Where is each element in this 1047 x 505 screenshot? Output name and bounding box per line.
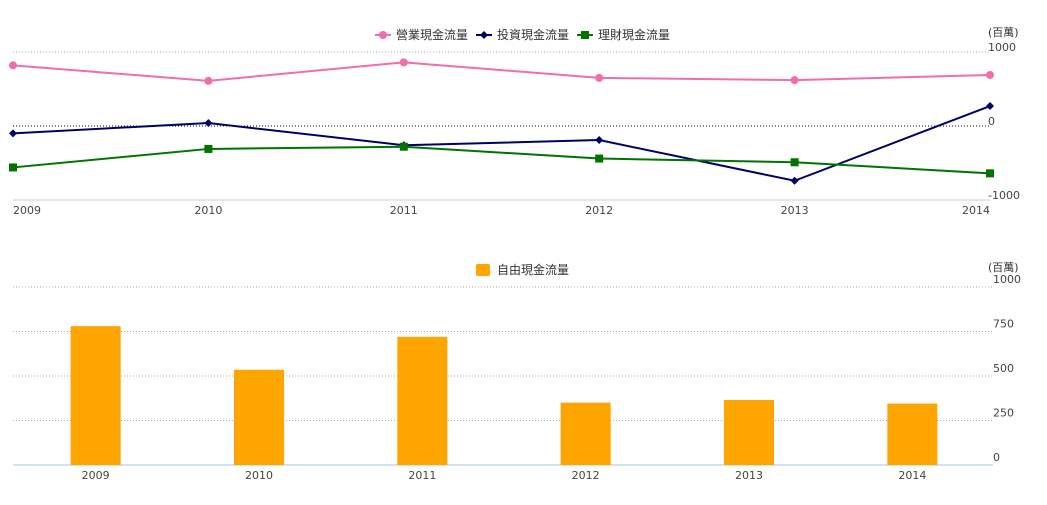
y-tick-label: 250 [993,407,1014,420]
data-point[interactable] [9,163,17,172]
x-tick-label: 2012 [585,204,613,217]
legend-item[interactable]: 營業現金流量 [375,27,468,42]
x-tick-label: 2012 [572,469,600,482]
bar-chart-grid [13,286,993,466]
y-tick-label: 0 [988,115,995,128]
y-tick-label: 0 [993,451,1000,464]
x-tick-label: 2009 [13,204,41,217]
bar-chart-y-ticks: 1000 750 500 250 0 [993,273,1021,464]
x-tick-label: 2009 [82,469,110,482]
data-point[interactable] [790,158,799,167]
data-point[interactable] [9,129,17,138]
legend-marker [581,31,589,39]
bar[interactable] [724,400,774,465]
bar[interactable] [70,326,121,465]
series-line [12,61,991,82]
data-point[interactable] [204,144,213,153]
line-chart-y-unit: (百萬) [988,26,1019,39]
x-tick-label: 2014 [898,469,926,482]
legend-label: 投資現金流量 [497,27,569,42]
legend-item[interactable]: 理財現金流量 [577,27,670,42]
data-point[interactable] [790,76,799,85]
x-tick-label: 2011 [390,204,418,217]
data-point[interactable] [790,176,799,185]
bar-chart-x-ticks: 2009 2010 2011 2012 2013 2014 [82,469,927,482]
bar-chart: 2009 2010 2011 2012 2013 2014 10007505002500 … [13,261,1021,482]
bar-chart-y-unit: (百萬) [988,261,1019,274]
line-chart: 2009 2010 2011 2012 2013 2014 1000 0 -1000 (百萬)… [9,26,1020,217]
line-chart-legend[interactable]: 營業現金流量 投資現金流量 理財現金流量 [375,27,670,42]
y-tick-label: 500 [993,362,1014,375]
line-chart-x-ticks: 2009 2010 2011 2012 2013 2014 [13,204,990,217]
legend-label: 理財現金流量 [598,27,670,42]
bar-chart-bars [70,326,938,465]
legend-item[interactable]: 投資現金流量 [476,27,569,42]
legend-label: 營業現金流量 [396,27,468,42]
line-chart-series [9,58,994,185]
y-tick-label: 1000 [993,273,1021,286]
y-tick-label: 750 [993,318,1014,331]
bar[interactable] [397,336,448,465]
data-point[interactable] [399,58,408,67]
x-tick-label: 2010 [245,469,273,482]
legend-marker [480,31,488,39]
series-line [12,105,991,182]
x-tick-label: 2013 [735,469,763,482]
legend-item[interactable]: 自由現金流量 [476,262,569,277]
x-tick-label: 2011 [408,469,436,482]
line-chart-grid [13,51,990,201]
data-point[interactable] [204,76,213,85]
x-tick-label: 2014 [962,204,990,217]
legend-label: 自由現金流量 [497,262,569,277]
y-tick-label: 1000 [988,41,1016,54]
legend-marker [379,31,387,39]
bar[interactable] [887,403,938,465]
data-point[interactable] [595,154,604,163]
data-point[interactable] [986,169,994,178]
bar[interactable] [560,402,611,465]
data-point[interactable] [595,73,604,82]
bar[interactable] [234,369,284,465]
data-point[interactable] [986,70,994,79]
data-point[interactable] [986,102,994,111]
y-tick-label: -1000 [988,189,1020,202]
data-point[interactable] [9,61,17,70]
legend-marker [476,264,490,276]
data-point[interactable] [204,119,213,128]
bar-chart-legend[interactable]: 自由現金流量 [476,262,569,277]
line-chart-y-ticks: 1000 0 -1000 [988,41,1020,202]
x-tick-label: 2010 [194,204,222,217]
data-point[interactable] [595,136,604,145]
x-tick-label: 2013 [781,204,809,217]
series-line [12,145,991,175]
data-point[interactable] [399,142,408,151]
